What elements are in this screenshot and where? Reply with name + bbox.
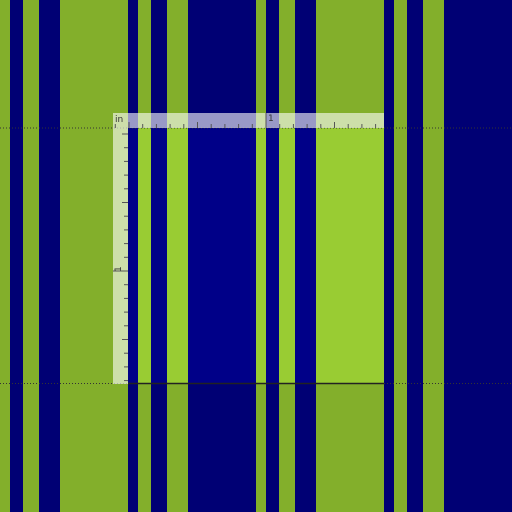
dim-bottom (0, 384, 512, 512)
stripe (188, 0, 256, 512)
stripe (10, 0, 23, 512)
stripe (316, 0, 384, 512)
top-ruler-label: 1 (268, 114, 274, 124)
rulers: in 1 1 (113, 113, 384, 384)
left-ruler (113, 128, 128, 384)
ruler-unit: in (115, 115, 123, 125)
stripe (444, 0, 512, 512)
dim-top (0, 0, 512, 128)
stripe (0, 0, 10, 512)
stripe (128, 0, 138, 512)
stripe (394, 0, 407, 512)
dim-right (384, 128, 512, 384)
stripe (256, 0, 266, 512)
left-ruler-label: 1 (114, 266, 124, 272)
top-ruler (113, 113, 384, 128)
stripe (384, 0, 394, 512)
dim-left (0, 128, 128, 384)
ruler-ticks (113, 113, 377, 382)
